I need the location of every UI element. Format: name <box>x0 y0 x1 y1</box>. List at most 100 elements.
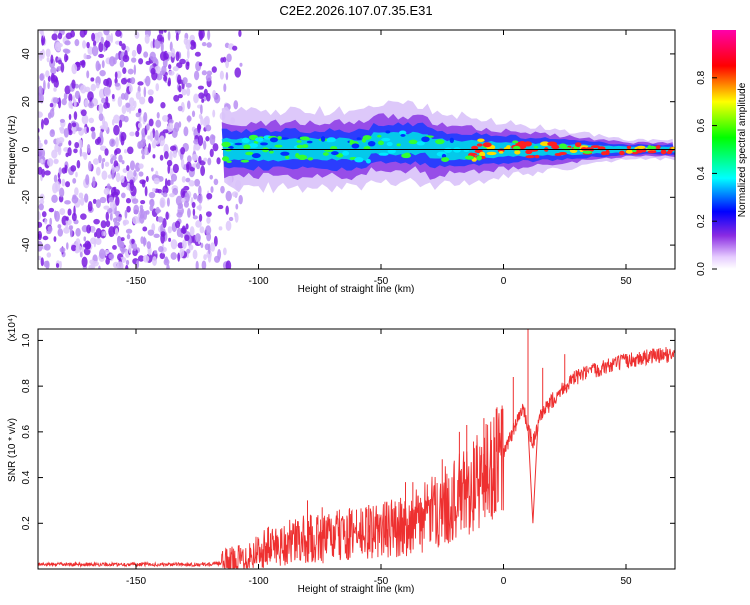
noise-speckle <box>59 187 65 198</box>
noise-speckle <box>147 89 154 96</box>
noise-speckle <box>143 51 149 58</box>
noise-speckle <box>130 77 136 85</box>
noise-speckle <box>120 77 128 85</box>
noise-speckle <box>125 228 133 234</box>
noise-speckle <box>225 190 232 202</box>
noise-speckle <box>168 237 172 242</box>
noise-speckle <box>38 51 43 62</box>
noise-speckle <box>46 252 52 258</box>
noise-speckle <box>225 205 229 215</box>
noise-speckle <box>138 171 144 177</box>
noise-speckle <box>45 70 50 78</box>
noise-speckle <box>205 136 210 142</box>
noise-speckle <box>99 248 106 260</box>
noise-speckle <box>75 244 82 253</box>
noise-speckle <box>132 242 138 252</box>
noise-speckle <box>148 118 154 127</box>
noise-speckle <box>76 159 81 169</box>
noise-speckle <box>180 188 186 199</box>
noise-speckle <box>183 126 189 137</box>
snr-x-tick-label: -100 <box>248 576 268 587</box>
noise-speckle <box>201 70 207 76</box>
noise-speckle <box>198 113 203 120</box>
signal-blob <box>245 151 254 156</box>
noise-speckle <box>149 198 155 208</box>
noise-speckle <box>169 150 173 162</box>
noise-speckle <box>180 158 185 169</box>
noise-speckle <box>105 211 109 221</box>
snr-x-tick-label: -50 <box>374 576 389 587</box>
noise-speckle <box>135 91 141 100</box>
noise-speckle <box>171 127 178 138</box>
noise-speckle <box>44 243 51 251</box>
noise-speckle <box>188 180 195 187</box>
signal-blob <box>401 153 412 159</box>
noise-speckle <box>40 257 44 267</box>
snr-y-tick-label: 1.0 <box>21 333 32 347</box>
spectrogram-x-tick-label: -50 <box>374 276 389 287</box>
noise-speckle <box>160 231 166 237</box>
signal-blob <box>377 134 382 138</box>
noise-speckle <box>189 166 195 172</box>
noise-speckle <box>169 145 177 152</box>
noise-speckle <box>101 170 108 181</box>
noise-speckle <box>198 61 203 67</box>
noise-speckle <box>103 78 110 87</box>
noise-speckle <box>92 158 99 165</box>
noise-speckle <box>112 57 117 65</box>
signal-blob <box>354 157 364 163</box>
signal-blob <box>269 137 278 143</box>
signal-blob <box>471 145 479 150</box>
noise-speckle <box>207 157 212 166</box>
colorbar-label: Normalized spectral amplitude <box>737 82 748 217</box>
noise-speckle <box>203 140 207 150</box>
noise-speckle <box>179 58 186 65</box>
noise-speckle <box>156 112 160 119</box>
signal-blob <box>222 156 230 162</box>
spectrogram-y-label: Frequency (Hz) <box>7 116 18 185</box>
noise-speckle <box>166 179 172 186</box>
noise-speckle <box>55 263 60 268</box>
noise-speckle <box>75 171 78 178</box>
noise-speckle <box>50 72 55 84</box>
noise-speckle <box>185 177 191 183</box>
noise-speckle <box>205 225 212 236</box>
noise-speckle <box>150 40 154 49</box>
noise-speckle <box>145 175 149 183</box>
noise-speckle <box>53 30 59 34</box>
noise-speckle <box>206 70 213 76</box>
noise-speckle <box>166 197 170 207</box>
noise-speckle <box>206 216 211 224</box>
signal-blob <box>647 145 652 151</box>
signal-blob <box>240 159 250 163</box>
noise-speckle <box>140 208 143 215</box>
noise-speckle <box>213 178 219 186</box>
noise-speckle <box>151 223 156 232</box>
noise-speckle <box>111 169 115 180</box>
signal-blob <box>554 152 563 156</box>
noise-speckle <box>84 193 89 203</box>
noise-speckle <box>185 223 189 230</box>
noise-speckle <box>149 131 154 142</box>
noise-speckle <box>234 212 239 223</box>
noise-speckle <box>131 57 137 63</box>
noise-speckle <box>47 158 54 167</box>
noise-speckle <box>150 67 156 75</box>
noise-speckle <box>65 152 69 158</box>
noise-speckle <box>117 96 123 108</box>
noise-speckle <box>165 211 169 220</box>
signal-blob <box>408 139 418 145</box>
noise-speckle <box>143 86 147 98</box>
spectrogram-x-tick-label: -150 <box>126 276 146 287</box>
noise-speckle <box>83 53 87 60</box>
noise-speckle <box>171 48 176 58</box>
noise-speckle <box>118 40 123 47</box>
noise-speckle <box>90 225 96 234</box>
signal-blob <box>476 143 483 147</box>
noise-speckle <box>219 70 224 80</box>
signal-blob <box>381 137 391 142</box>
noise-speckle <box>83 236 87 242</box>
colorbar-gradient <box>712 30 736 269</box>
noise-speckle <box>156 73 163 81</box>
noise-speckle <box>88 160 92 172</box>
